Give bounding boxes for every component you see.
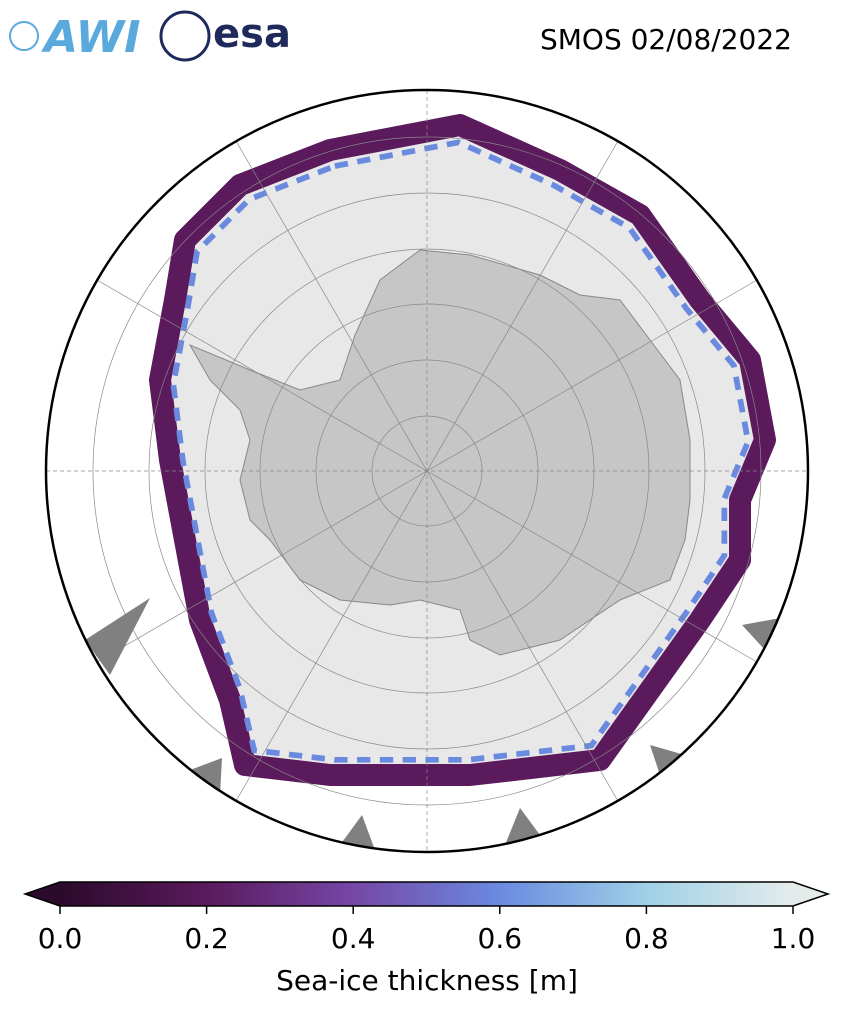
awi-globe — [9, 21, 39, 51]
map-frame — [44, 88, 810, 854]
awi-logo: AWI — [41, 12, 141, 63]
graticule — [46, 90, 808, 852]
extend-high — [793, 882, 828, 906]
esa-globe — [159, 10, 211, 62]
ice-edge — [170, 139, 752, 763]
extend-low — [25, 882, 60, 906]
colorbar-tick-label: 0.4 — [331, 922, 376, 955]
logos: AWI esa — [9, 10, 291, 63]
esa-logo: esa — [213, 11, 291, 57]
colorbar-tick-label: 0.0 — [38, 922, 83, 955]
colorbar-label: Sea-ice thickness [m] — [276, 964, 578, 997]
antarctica — [188, 249, 691, 656]
colorbar-tick-label: 0.2 — [184, 922, 229, 955]
title: SMOS 02/08/2022 — [540, 23, 792, 56]
colorbar-tick-label: 1.0 — [771, 922, 816, 955]
colorbar-ramp — [60, 882, 793, 906]
colorbar-tick-label: 0.8 — [624, 922, 669, 955]
colorbar-tick-label: 0.6 — [478, 922, 523, 955]
colorbar: Sea-ice thickness [m] 0.0 0.2 0.4 0.6 0.8 1.0 — [22, 881, 831, 997]
map — [46, 90, 808, 852]
